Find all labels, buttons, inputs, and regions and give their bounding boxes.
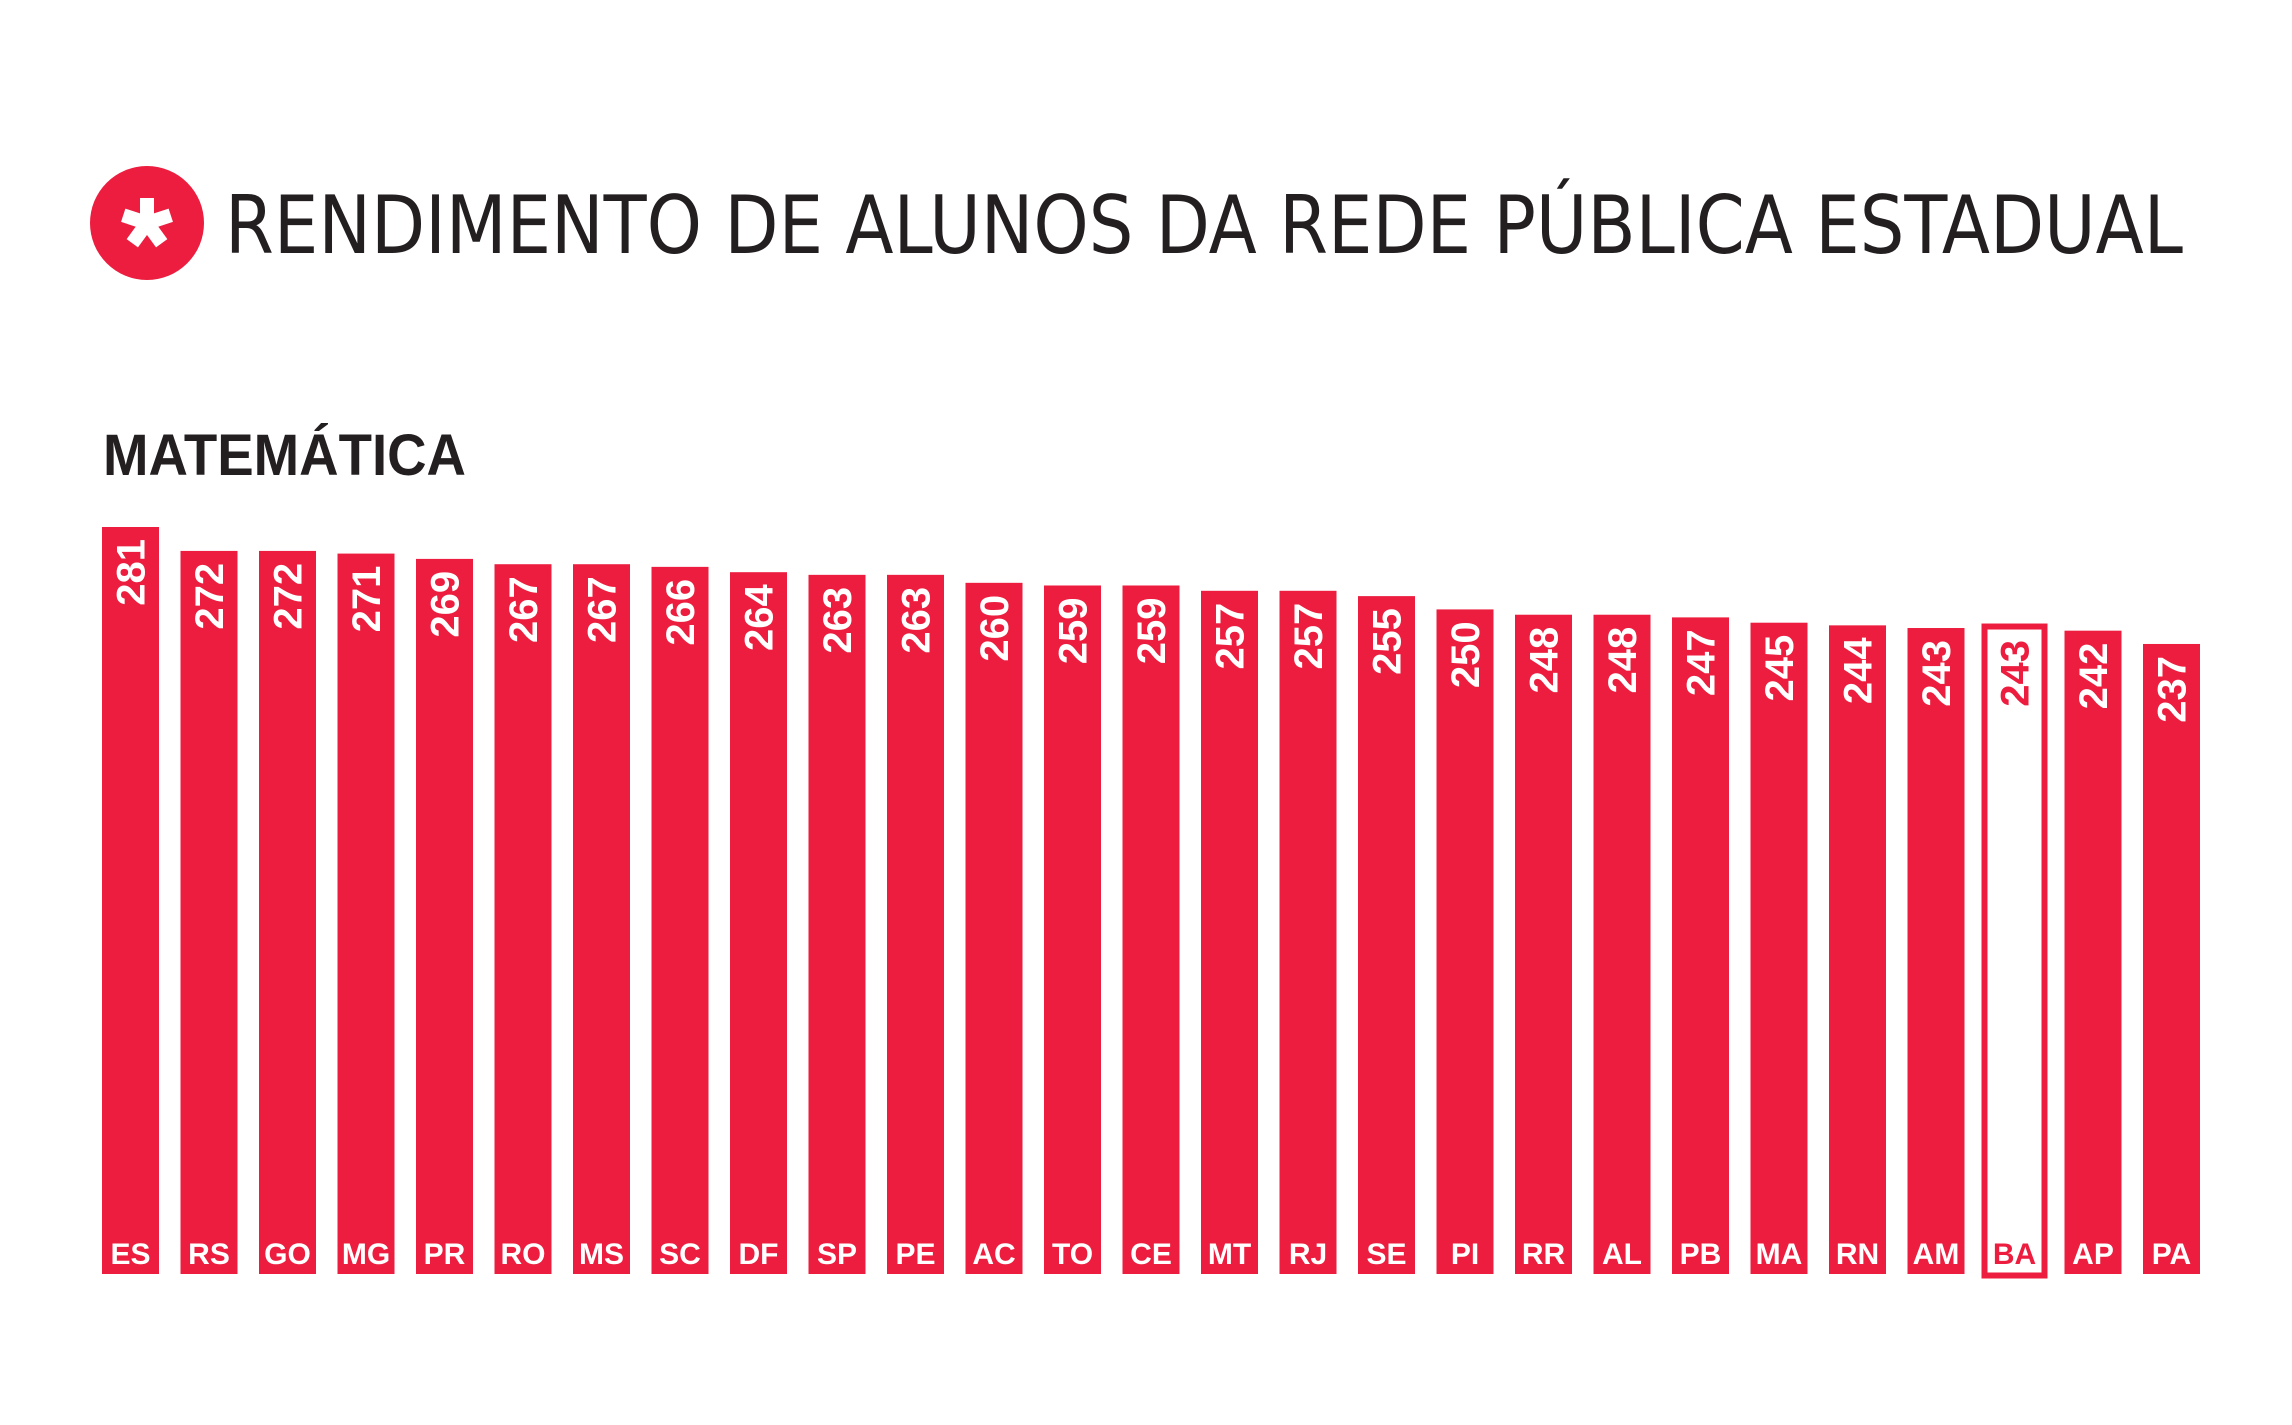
bar-pb <box>1672 617 1729 1274</box>
bar-am <box>1907 628 1965 1274</box>
bar-al <box>1593 614 1651 1274</box>
category-label: PA <box>2152 1238 2191 1271</box>
category-label: PI <box>1451 1238 1479 1271</box>
category-label: MT <box>1208 1238 1251 1271</box>
bar-se <box>1358 596 1415 1274</box>
value-label: 255 <box>1366 608 1410 675</box>
bar-sc <box>651 566 709 1274</box>
bar-mt <box>1201 590 1258 1274</box>
category-label: RR <box>1522 1238 1566 1271</box>
category-label: DF <box>739 1238 779 1271</box>
category-label: RS <box>188 1238 230 1271</box>
category-label: MA <box>1756 1238 1803 1271</box>
page-title: RENDIMENTO DE ALUNOS DA REDE PÚBLICA EST… <box>225 178 2183 272</box>
value-label: 272 <box>267 563 311 630</box>
value-label: 248 <box>1601 627 1645 694</box>
bar-go <box>259 550 316 1274</box>
category-label: CE <box>1130 1238 1172 1271</box>
category-label: MG <box>342 1238 390 1271</box>
value-label: 248 <box>1523 627 1567 694</box>
category-label: GO <box>264 1238 311 1271</box>
bar-pr <box>416 558 473 1274</box>
bar-pe <box>887 574 944 1274</box>
bar-df <box>730 572 787 1274</box>
value-label: 243 <box>1994 640 2038 707</box>
value-label: 281 <box>110 539 154 606</box>
bar-ce <box>1122 585 1180 1274</box>
value-label: 245 <box>1758 635 1802 702</box>
bar-rj <box>1279 590 1337 1274</box>
category-label: SC <box>659 1238 701 1271</box>
value-label: 263 <box>816 587 860 654</box>
bar-rr <box>1515 614 1572 1274</box>
bar-group: 281 ES 272 RS 272 GO 271 MG 269 PR 267 RO 267 MS 266 SC… <box>102 527 2200 1279</box>
bar-es <box>102 527 159 1274</box>
category-label: RJ <box>1289 1238 1327 1271</box>
bar-to <box>1044 585 1101 1274</box>
category-label: RO <box>501 1238 546 1271</box>
bar-ap <box>2064 630 2122 1274</box>
value-label: 267 <box>581 576 625 643</box>
category-label: PR <box>424 1238 466 1271</box>
bar-ac <box>965 582 1023 1274</box>
category-label: RN <box>1836 1238 1879 1271</box>
value-label: 247 <box>1680 629 1724 696</box>
value-label: 271 <box>345 566 389 633</box>
bar-mg <box>337 553 395 1274</box>
value-label: 242 <box>2072 643 2116 710</box>
bar-ma <box>1750 622 1808 1274</box>
value-label: 257 <box>1209 603 1253 670</box>
value-label: 257 <box>1287 603 1331 670</box>
bar-ms <box>573 564 630 1274</box>
value-label: 264 <box>738 583 782 650</box>
category-label: BA <box>1993 1238 2036 1271</box>
category-label: AM <box>1913 1238 1960 1271</box>
category-label: SE <box>1366 1238 1406 1271</box>
header: RENDIMENTO DE ALUNOS DA REDE PÚBLICA EST… <box>90 166 2183 280</box>
category-label: PB <box>1680 1238 1722 1271</box>
category-label: AC <box>972 1238 1015 1271</box>
category-label: ES <box>110 1238 150 1271</box>
value-label: 250 <box>1444 621 1488 688</box>
chart-title: MATEMÁTICA <box>103 423 466 488</box>
value-label: 259 <box>1130 597 1174 664</box>
category-label: AL <box>1602 1238 1642 1271</box>
value-label: 260 <box>973 595 1017 662</box>
bar-sp <box>808 574 866 1274</box>
category-label: TO <box>1052 1238 1093 1271</box>
category-label: AP <box>2072 1238 2114 1271</box>
asterisk-icon <box>121 198 173 248</box>
value-label: 269 <box>424 571 468 638</box>
category-label: SP <box>817 1238 857 1271</box>
value-label: 243 <box>1915 640 1959 707</box>
category-label: MS <box>579 1238 624 1271</box>
bar-ro <box>494 564 552 1274</box>
value-label: 266 <box>659 579 703 646</box>
value-label: 263 <box>895 587 939 654</box>
category-label: PE <box>895 1238 935 1271</box>
bar-pi <box>1436 609 1494 1274</box>
value-label: 259 <box>1052 597 1096 664</box>
bar-ba <box>1981 623 2048 1279</box>
value-label: 237 <box>2151 656 2195 723</box>
value-label: 244 <box>1837 637 1881 704</box>
bar-rn <box>1829 625 1886 1274</box>
value-label: 272 <box>188 563 232 630</box>
bar-rs <box>180 550 238 1274</box>
value-label: 267 <box>502 576 546 643</box>
bar-pa <box>2143 643 2200 1274</box>
